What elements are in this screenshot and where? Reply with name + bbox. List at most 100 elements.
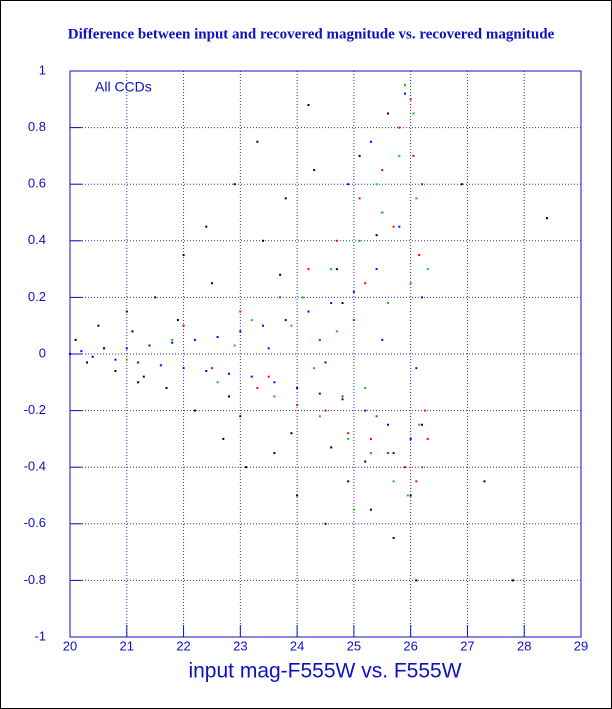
x-tick-label: 28 bbox=[517, 638, 531, 653]
point bbox=[375, 415, 378, 418]
point bbox=[267, 375, 270, 378]
point bbox=[341, 395, 344, 398]
point bbox=[233, 344, 236, 347]
point bbox=[284, 197, 287, 200]
point bbox=[375, 234, 378, 237]
point bbox=[193, 409, 196, 412]
y-tick-label: 0.2 bbox=[28, 289, 46, 304]
point bbox=[398, 154, 401, 157]
y-tick-label: 0.6 bbox=[28, 176, 46, 191]
point bbox=[347, 432, 350, 435]
point bbox=[80, 350, 83, 353]
point bbox=[165, 386, 168, 389]
point bbox=[347, 480, 350, 483]
point bbox=[421, 423, 424, 426]
y-tick-label: -0.8 bbox=[24, 572, 46, 587]
point bbox=[358, 154, 361, 157]
point bbox=[296, 494, 299, 497]
annotation: All CCDs bbox=[95, 79, 152, 95]
point bbox=[154, 296, 157, 299]
point bbox=[364, 282, 367, 285]
point bbox=[114, 358, 117, 361]
point bbox=[418, 423, 421, 426]
point bbox=[176, 319, 179, 322]
point bbox=[205, 225, 208, 228]
y-tick-label: 0 bbox=[39, 345, 46, 360]
point bbox=[216, 336, 219, 339]
point bbox=[421, 296, 424, 299]
y-tick-label: -0.2 bbox=[24, 402, 46, 417]
point bbox=[301, 296, 304, 299]
point bbox=[97, 324, 100, 327]
point bbox=[392, 480, 395, 483]
point bbox=[403, 92, 406, 95]
point bbox=[69, 353, 71, 355]
point bbox=[369, 508, 372, 511]
point bbox=[375, 268, 378, 271]
point bbox=[279, 273, 282, 276]
x-tick-label: 24 bbox=[290, 638, 304, 653]
y-tick-label: -1 bbox=[34, 628, 46, 643]
point bbox=[216, 381, 219, 384]
point bbox=[330, 268, 333, 271]
y-tick-label: -0.6 bbox=[24, 515, 46, 530]
point bbox=[386, 302, 389, 305]
point bbox=[131, 330, 134, 333]
x-tick-label: 25 bbox=[347, 638, 361, 653]
point bbox=[392, 536, 395, 539]
point bbox=[262, 324, 265, 327]
point bbox=[392, 225, 395, 228]
point bbox=[415, 367, 418, 370]
point bbox=[369, 140, 372, 143]
point bbox=[227, 395, 230, 398]
point bbox=[369, 452, 372, 455]
point bbox=[421, 466, 424, 469]
point bbox=[364, 460, 367, 463]
point bbox=[415, 480, 418, 483]
point bbox=[148, 344, 151, 347]
point bbox=[426, 268, 429, 271]
point bbox=[358, 239, 361, 242]
x-tick-label: 29 bbox=[574, 638, 588, 653]
point bbox=[103, 347, 106, 350]
x-tick-label: 21 bbox=[120, 638, 134, 653]
point bbox=[352, 319, 355, 322]
y-tick-label: 0.4 bbox=[28, 232, 46, 247]
point bbox=[125, 347, 128, 350]
x-tick-label: 22 bbox=[176, 638, 190, 653]
point bbox=[182, 367, 185, 370]
point bbox=[313, 169, 316, 172]
point bbox=[205, 369, 208, 372]
x-tick-label: 27 bbox=[460, 638, 474, 653]
point bbox=[409, 282, 412, 285]
point bbox=[239, 415, 242, 418]
point bbox=[335, 239, 338, 242]
point bbox=[307, 268, 310, 271]
point bbox=[125, 310, 128, 313]
point bbox=[335, 330, 338, 333]
point bbox=[307, 103, 310, 106]
point bbox=[358, 197, 361, 200]
point bbox=[335, 268, 338, 271]
point bbox=[74, 338, 77, 341]
point bbox=[381, 338, 384, 341]
point bbox=[511, 579, 514, 582]
point bbox=[324, 522, 327, 525]
point bbox=[341, 302, 344, 305]
point bbox=[296, 403, 299, 406]
point bbox=[386, 452, 389, 455]
point bbox=[114, 369, 117, 372]
point bbox=[142, 375, 145, 378]
point bbox=[352, 508, 355, 511]
point bbox=[182, 324, 185, 327]
x-tick-label: 26 bbox=[403, 638, 417, 653]
point bbox=[406, 494, 409, 497]
point bbox=[341, 398, 344, 401]
point bbox=[392, 452, 395, 455]
point bbox=[418, 253, 421, 256]
point bbox=[460, 183, 463, 186]
point bbox=[423, 409, 426, 412]
point bbox=[137, 381, 140, 384]
